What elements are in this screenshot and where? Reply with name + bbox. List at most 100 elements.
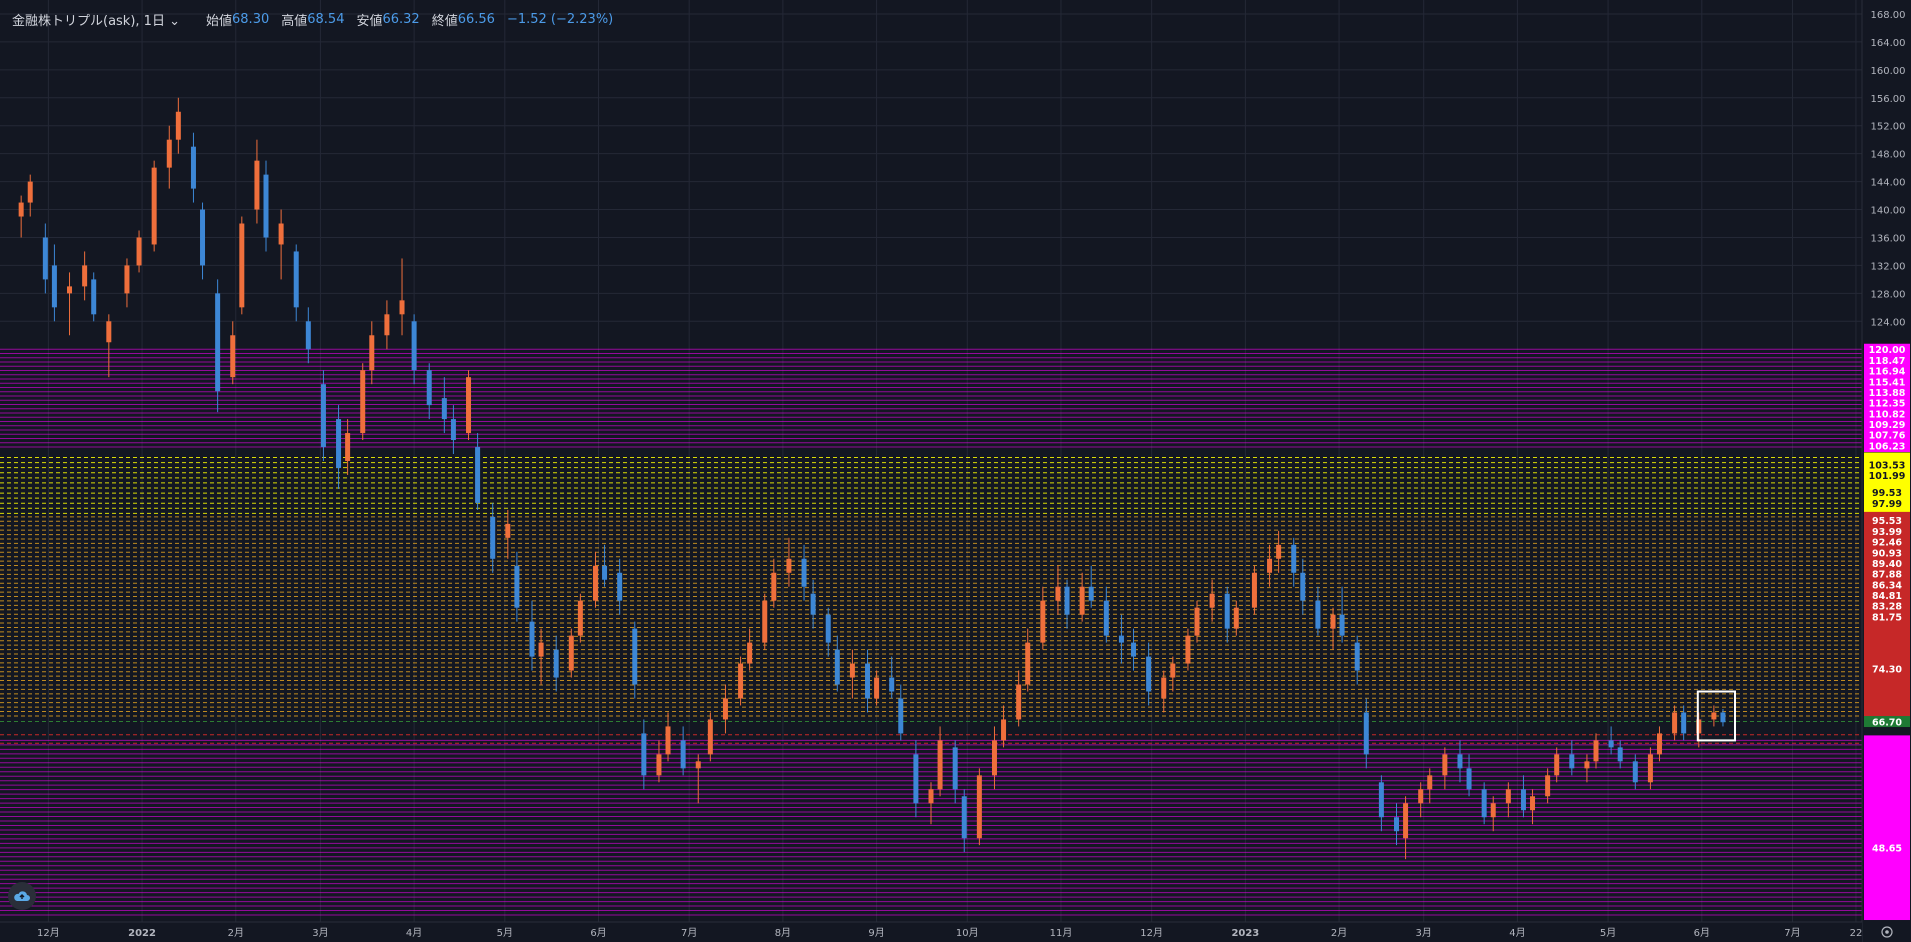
candle-body <box>450 419 456 441</box>
price-level-label: 120.00 <box>1869 345 1906 356</box>
candle-body <box>1339 614 1345 636</box>
candle-body <box>1079 586 1085 615</box>
candle-body <box>568 635 574 671</box>
time-tick-label: 11月 <box>1050 927 1073 939</box>
candle-body <box>1672 712 1678 734</box>
candle-body <box>1209 593 1215 608</box>
candle-body <box>874 677 880 699</box>
time-tick-label: 5月 <box>497 927 513 939</box>
candle-body <box>834 649 840 685</box>
candle-body <box>1001 719 1007 741</box>
price-level-label: 116.94 <box>1869 367 1906 378</box>
price-label-bg <box>1864 418 1910 430</box>
price-label-bg <box>1864 397 1910 409</box>
candle-body <box>411 321 417 371</box>
candle-body <box>1131 642 1137 657</box>
price-level-label: 103.53 <box>1869 460 1906 471</box>
candle-body <box>1118 635 1124 643</box>
time-tick-label: 12月 <box>37 927 60 939</box>
candle-body <box>707 719 713 755</box>
price-level-label: 112.35 <box>1869 399 1906 410</box>
gear-icon[interactable] <box>1881 926 1893 938</box>
price-label-bg <box>1864 407 1910 419</box>
price-tick-label: 164.00 <box>1871 38 1906 49</box>
candle-body <box>976 775 982 839</box>
price-label-bg <box>1864 716 1910 728</box>
price-tick-label: 144.00 <box>1871 178 1906 189</box>
price-level-label: 86.34 <box>1872 580 1902 591</box>
candle-body <box>369 335 375 371</box>
candle-body <box>505 523 511 538</box>
open-value: 68.30 <box>232 12 270 27</box>
candle-body <box>1276 544 1282 559</box>
candle-body <box>641 733 647 776</box>
candle-body <box>1315 600 1321 629</box>
candle-body <box>1554 754 1560 776</box>
price-label-bg <box>1864 546 1910 558</box>
price-zone-strip <box>1864 735 1910 921</box>
candle-body <box>1569 754 1575 769</box>
candle-body <box>190 146 196 189</box>
candle-body <box>360 370 366 434</box>
candle-body <box>1016 684 1022 720</box>
price-level-label: 84.81 <box>1872 591 1902 602</box>
price-label-bg <box>1864 568 1910 580</box>
candle-body <box>230 335 236 378</box>
candle-body <box>1403 803 1409 839</box>
candle-body <box>1194 607 1200 636</box>
time-tick-label: 22 <box>1850 928 1863 939</box>
candle-body <box>151 167 157 245</box>
candle-body <box>1103 600 1109 636</box>
symbol-name: 金融株トリプル(ask), 1日 <box>12 14 165 29</box>
candle-body <box>1656 733 1662 755</box>
price-axis[interactable]: 168.00 164.00 160.00 156.00 152.00 148.00 144.… <box>1861 0 1911 942</box>
chart-legend: 金融株トリプル(ask), 1日 ⌄ 始値 68.30 高値 68.54 安値 … <box>12 10 613 29</box>
candle-body <box>42 237 48 280</box>
candle-body <box>656 754 662 776</box>
candle-body <box>1354 642 1360 671</box>
candle-body <box>514 565 520 608</box>
time-tick-label: 9月 <box>868 927 884 939</box>
time-axis[interactable]: 12月 2022 2月 3月 4月 5月 6月 7月 8月 9月 10月 11月 12月 2023 2月 3月… <box>0 921 1893 942</box>
candle-body <box>336 419 342 468</box>
candle-body <box>937 740 943 790</box>
time-tick-label: 3月 <box>1416 927 1432 939</box>
price-level-label: 81.75 <box>1872 612 1902 623</box>
candle-body <box>82 265 88 287</box>
candle-body <box>1466 768 1472 790</box>
candle-body <box>124 265 130 294</box>
price-label-bg <box>1864 589 1910 601</box>
price-tick-label: 148.00 <box>1871 150 1906 161</box>
candle-body <box>898 698 904 734</box>
candle-body <box>961 796 967 839</box>
price-tick-label: 132.00 <box>1871 261 1906 272</box>
price-level-label: 90.93 <box>1872 548 1902 559</box>
candle-body <box>952 747 958 790</box>
candle-body <box>825 614 831 643</box>
price-label-bg <box>1864 557 1910 569</box>
candle-body <box>345 433 351 461</box>
price-level-label: 97.99 <box>1872 499 1902 510</box>
candle-body <box>1442 754 1448 776</box>
cloud-upload-button[interactable] <box>8 882 36 910</box>
price-label-bg <box>1864 536 1910 548</box>
time-axis-bg <box>0 922 1862 942</box>
time-tick-label: 6月 <box>590 927 606 939</box>
price-label-bg <box>1864 610 1910 622</box>
candle-body <box>786 558 792 573</box>
candle-body <box>680 740 686 769</box>
price-label-bg <box>1864 375 1910 387</box>
price-label-bg <box>1864 458 1910 470</box>
candle-body <box>801 558 807 587</box>
candle-body <box>1530 796 1536 811</box>
symbol-selector[interactable]: 金融株トリプル(ask), 1日 ⌄ <box>12 10 180 29</box>
candle-body <box>1457 754 1463 769</box>
candle-body <box>1584 761 1590 769</box>
price-level-label: 107.76 <box>1869 431 1906 442</box>
time-tick-label: 5月 <box>1600 927 1616 939</box>
candle-body <box>747 642 753 664</box>
candle-body <box>106 321 112 343</box>
candle-body <box>865 663 871 699</box>
